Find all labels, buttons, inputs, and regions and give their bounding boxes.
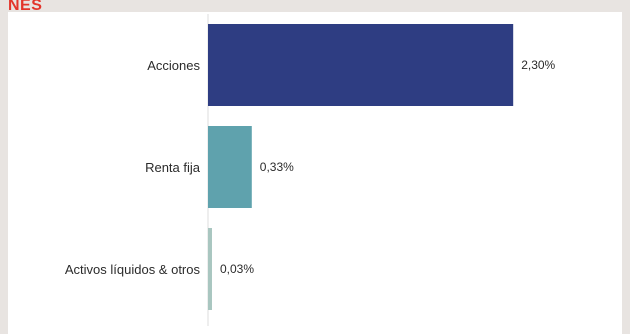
header-label: NES (8, 0, 43, 10)
value-label-2: 0,03% (220, 262, 254, 276)
chart-panel: NES Acciones 2,30% Renta fija 0,33% Activos … (8, 0, 622, 334)
category-label-0: Acciones (147, 58, 200, 73)
category-label-2: Activos líquidos & otros (65, 262, 201, 277)
bar-0 (208, 24, 514, 106)
category-label-1: Renta fija (145, 160, 201, 175)
bar-2 (208, 228, 212, 310)
value-label-0: 2,30% (521, 58, 555, 72)
bar-1 (208, 126, 252, 208)
bar-chart: Acciones 2,30% Renta fija 0,33% Activos líqu… (65, 14, 556, 326)
value-label-1: 0,33% (260, 160, 294, 174)
